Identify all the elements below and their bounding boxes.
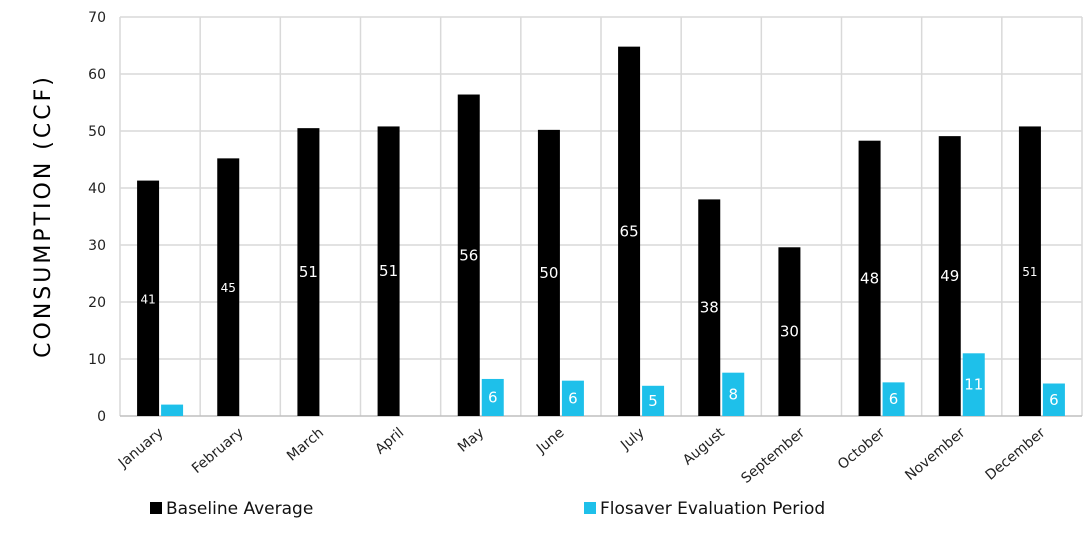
bar-flosaver-evaluation — [1042, 383, 1065, 416]
y-tick-label: 10 — [88, 352, 106, 368]
data-label-flosaver: 6 — [488, 388, 498, 406]
x-tick-label: October — [835, 425, 888, 473]
data-label-flosaver: 8 — [728, 385, 738, 403]
bar-flosaver-evaluation — [161, 404, 184, 416]
y-tick-label: 60 — [88, 67, 106, 83]
data-label-baseline: 51 — [379, 262, 398, 280]
bar-baseline-average — [858, 140, 881, 416]
x-tick-label: April — [372, 425, 407, 458]
data-label-baseline: 50 — [539, 264, 558, 282]
x-tick-label: September — [738, 425, 808, 487]
x-tick-label: August — [680, 424, 728, 468]
bar-baseline-average — [377, 126, 400, 416]
y-tick-label: 50 — [88, 124, 106, 140]
bar-baseline-average — [778, 247, 801, 416]
y-tick-label: 20 — [88, 295, 106, 311]
bar-flosaver-evaluation — [561, 380, 584, 416]
x-tick-label: February — [189, 425, 247, 477]
data-label-baseline: 41 — [140, 292, 155, 306]
bar-flosaver-evaluation — [481, 378, 504, 416]
legend-swatch — [584, 502, 596, 514]
legend-label: Flosaver Evaluation Period — [600, 499, 825, 519]
x-tick-label: November — [902, 425, 968, 484]
label-layer: 41 45 51 51 56 6 50 6 65 5 38 8 30 48 6 49 11 51 6 — [140, 222, 1058, 410]
y-tick-label: 0 — [97, 409, 106, 425]
data-label-baseline: 51 — [1022, 265, 1037, 279]
x-tick-label: June — [533, 425, 567, 458]
x-tick-label: December — [983, 425, 1049, 484]
data-label-baseline: 51 — [299, 263, 318, 281]
bar-baseline-average — [137, 180, 160, 416]
bar-baseline-average — [698, 199, 721, 416]
data-label-flosaver: 6 — [1049, 391, 1059, 409]
data-label-baseline: 49 — [940, 267, 959, 285]
data-label-baseline: 65 — [620, 222, 639, 240]
x-tick-label: March — [284, 425, 327, 465]
y-tick-label: 30 — [88, 238, 106, 254]
x-tick-label: January — [115, 425, 167, 472]
legend-swatch — [150, 502, 162, 514]
bar-flosaver-evaluation — [882, 382, 905, 416]
legend: Baseline Average Flosaver Evaluation Peri… — [150, 499, 825, 519]
data-label-flosaver: 11 — [964, 376, 983, 394]
bar-baseline-average — [217, 158, 240, 417]
bar-flosaver-evaluation — [722, 372, 745, 416]
data-label-flosaver: 6 — [889, 390, 899, 408]
data-label-baseline: 56 — [459, 246, 478, 264]
bar-baseline-average — [297, 128, 320, 416]
data-label-flosaver: 6 — [568, 389, 578, 407]
x-tick-label: July — [617, 425, 647, 454]
legend-label: Baseline Average — [166, 499, 313, 519]
y-axis-label: CONSUMPTION (CCF) — [31, 74, 56, 358]
data-label-baseline: 45 — [221, 281, 236, 295]
data-label-baseline: 30 — [780, 323, 799, 341]
bar-baseline-average — [938, 136, 961, 416]
y-tick-label: 70 — [88, 10, 106, 26]
y-tick-label: 40 — [88, 181, 106, 197]
bar-baseline-average — [457, 94, 480, 417]
data-label-baseline: 48 — [860, 269, 879, 287]
bar-baseline-average — [618, 46, 641, 416]
bar-layer — [137, 46, 1065, 417]
data-label-baseline: 38 — [700, 299, 719, 317]
grid-layer — [119, 16, 1083, 416]
x-tick-label: May — [455, 425, 487, 456]
bar-flosaver-evaluation — [642, 385, 665, 416]
bar-flosaver-evaluation — [962, 353, 985, 416]
data-label-flosaver: 5 — [648, 392, 658, 410]
bar-baseline-average — [537, 129, 560, 417]
bar-baseline-average — [1018, 126, 1041, 416]
